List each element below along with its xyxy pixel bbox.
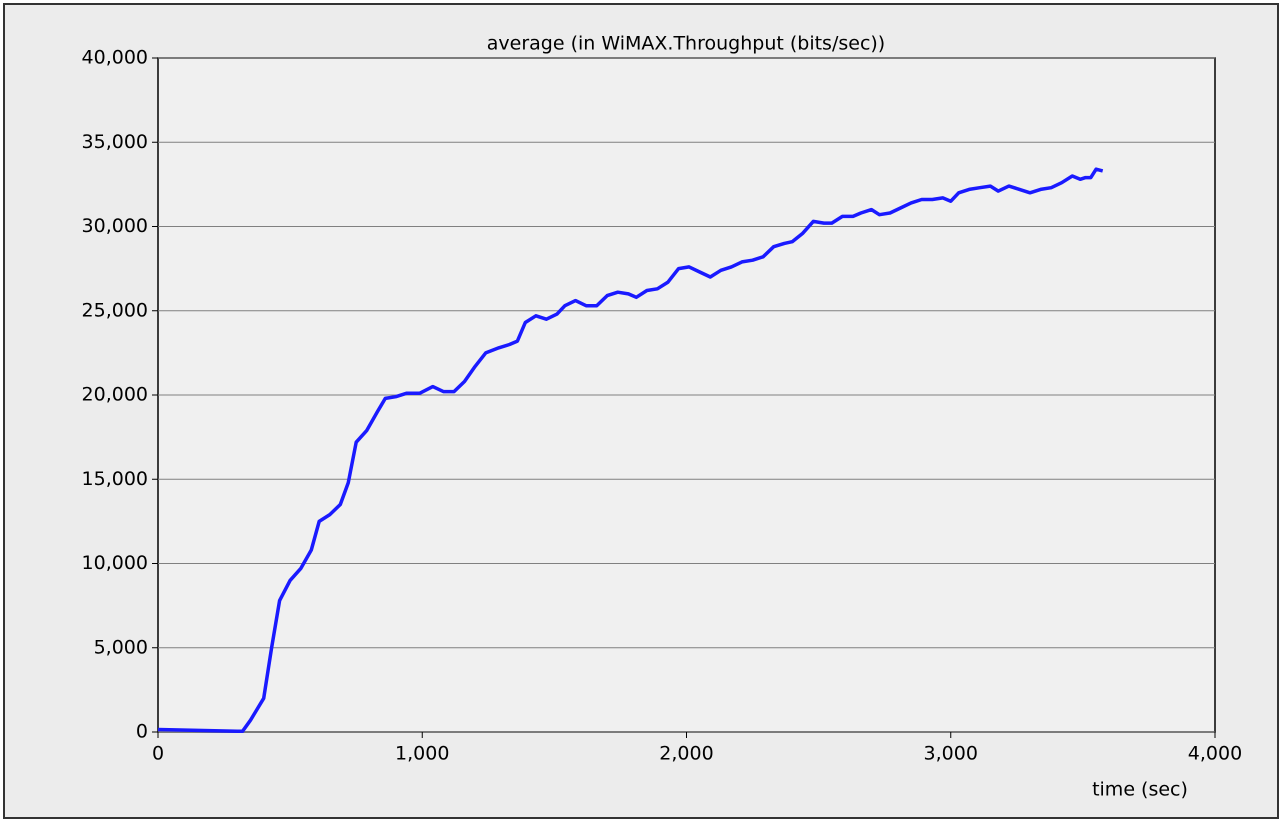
- y-tick-label: 15,000: [82, 468, 148, 490]
- data-line: [157, 167, 1104, 733]
- y-tick-label: 20,000: [82, 384, 148, 406]
- y-tick-label: 35,000: [82, 131, 148, 153]
- y-tick-label: 0: [136, 721, 148, 743]
- y-tick-label: 5,000: [94, 636, 148, 658]
- chart-title: average (in WiMAX.Throughput (bits/sec)): [487, 33, 885, 55]
- y-tick-label: 25,000: [82, 299, 148, 321]
- x-tick-label: 1,000: [395, 743, 449, 765]
- y-tick-label: 10,000: [82, 552, 148, 574]
- x-tick-label: 2,000: [659, 743, 713, 765]
- x-tick-label: 3,000: [924, 743, 978, 765]
- y-tick-label: 30,000: [82, 215, 148, 237]
- x-axis-label: time (sec): [1092, 779, 1188, 801]
- y-tick-label: 40,000: [82, 47, 148, 69]
- x-tick-label: 4,000: [1188, 743, 1242, 765]
- x-tick-label: 0: [152, 743, 164, 765]
